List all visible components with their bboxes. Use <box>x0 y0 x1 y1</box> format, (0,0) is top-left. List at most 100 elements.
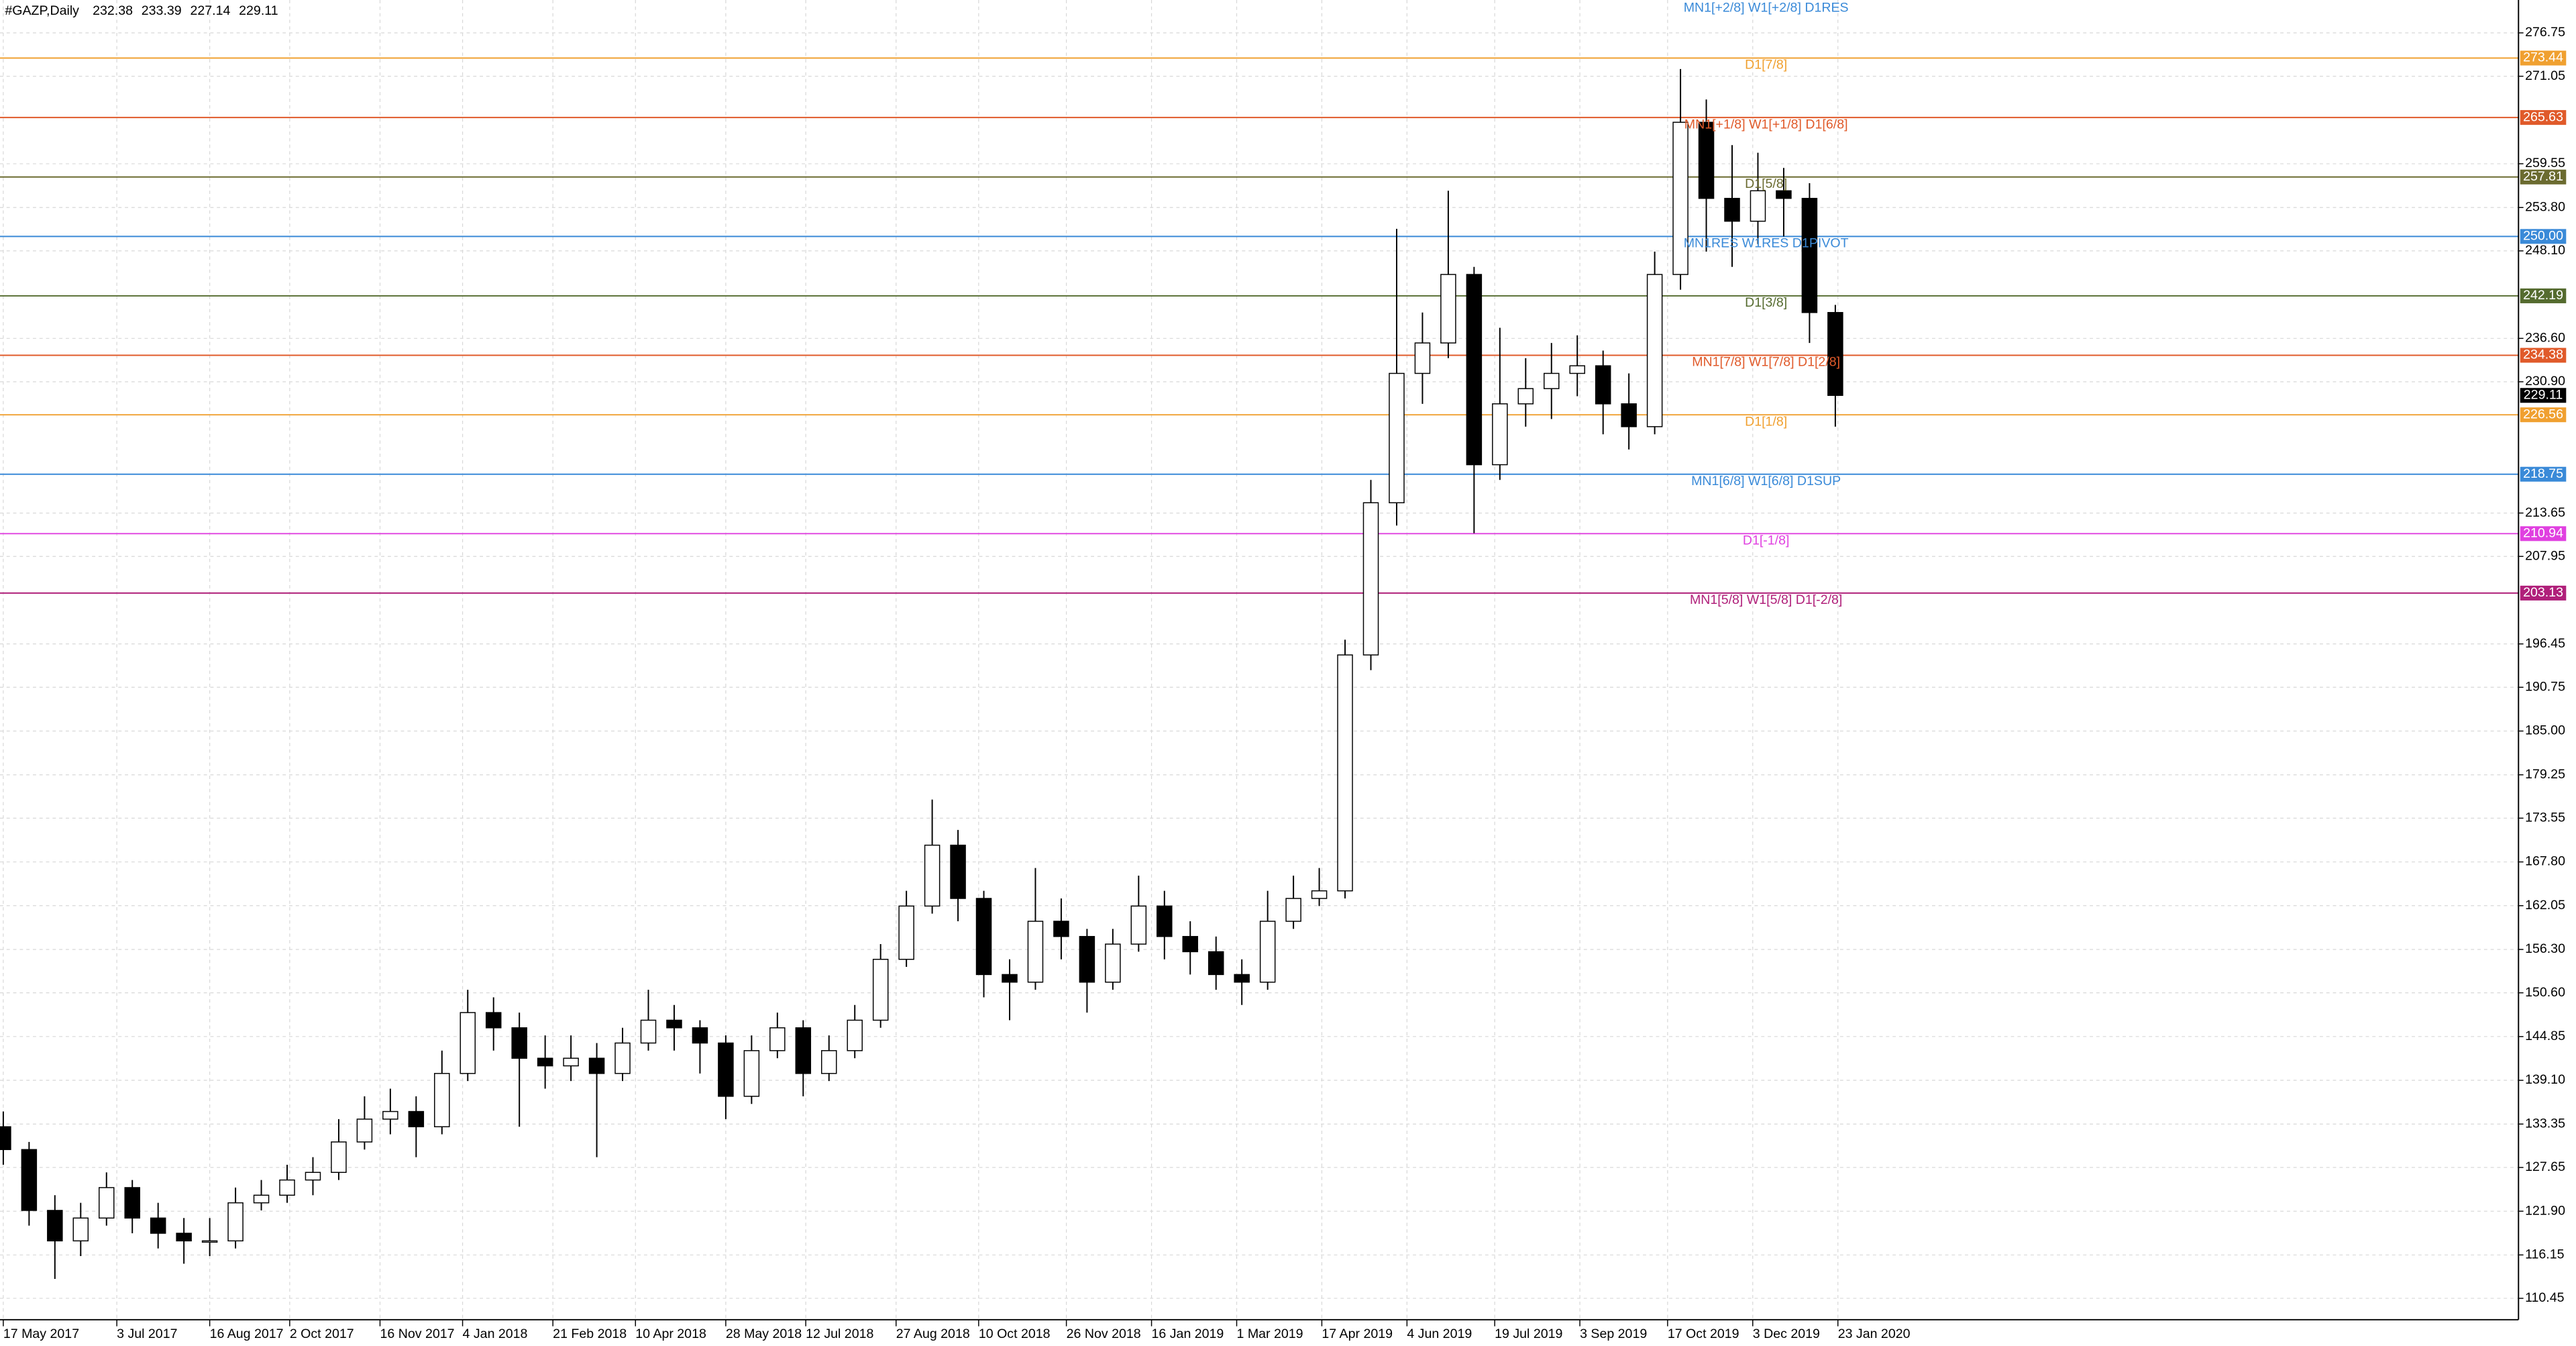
candle-body <box>1672 121 1688 275</box>
x-tick-label: 27 Aug 2018 <box>896 1327 970 1341</box>
level-label: MN1[+1/8] W1[+1/8] D1[6/8] <box>1684 117 1848 132</box>
candle-body <box>975 898 992 976</box>
y-tick-label: 253.80 <box>2525 199 2565 214</box>
candle-body <box>588 1057 605 1074</box>
x-tick-label: 21 Feb 2018 <box>553 1327 627 1341</box>
y-tick-label: 259.55 <box>2525 156 2565 170</box>
level-price-box <box>2520 288 2567 303</box>
candle-body <box>1440 274 1456 344</box>
y-tick-label: 150.60 <box>2525 985 2565 1000</box>
candle-body <box>1234 974 1250 983</box>
candle-body <box>847 1019 863 1051</box>
candle-body <box>1311 890 1328 899</box>
candle-body <box>718 1042 734 1097</box>
x-tick-label: 10 Oct 2018 <box>979 1327 1051 1341</box>
chart-title: #GAZP,Daily 232.38 233.39 227.14 229.11 <box>5 3 278 18</box>
y-tick-label: 127.65 <box>2525 1159 2565 1174</box>
level-price-box <box>2520 466 2567 482</box>
level-label: D1[7/8] <box>1745 58 1787 72</box>
candle-body <box>1595 365 1611 405</box>
level-price-label: 218.75 <box>2523 466 2563 481</box>
candle-body <box>1801 197 1818 313</box>
y-tick-label: 173.55 <box>2525 811 2565 825</box>
labels: 276.75 271.05 259.55 253.80 248.10 236.60 230.… <box>3 0 2567 1341</box>
candle-body <box>1517 388 1534 405</box>
x-tick-label: 16 Nov 2017 <box>380 1327 454 1341</box>
x-tick-label: 3 Sep 2019 <box>1580 1327 1647 1341</box>
x-tick-label: 16 Aug 2017 <box>210 1327 284 1341</box>
candle-body <box>1079 935 1095 983</box>
level-label: MN1[5/8] W1[5/8] D1[-2/8] <box>1690 592 1842 607</box>
candle-body <box>124 1187 140 1219</box>
y-tick-label: 196.45 <box>2525 636 2565 651</box>
y-tick-label: 185.00 <box>2525 723 2565 738</box>
level-price-box <box>2520 526 2567 541</box>
candle-body <box>769 1027 786 1051</box>
candle-body <box>1208 951 1224 976</box>
level-label: MN1[6/8] W1[6/8] D1SUP <box>1691 474 1841 488</box>
candle-body <box>743 1050 760 1097</box>
y-tick-label: 276.75 <box>2525 25 2565 40</box>
level-price-label: 226.56 <box>2523 407 2563 421</box>
level-label: D1[1/8] <box>1745 414 1787 429</box>
y-tick-label: 156.30 <box>2525 941 2565 956</box>
x-tick-label: 3 Dec 2019 <box>1753 1327 1820 1341</box>
candle-body <box>0 1126 11 1150</box>
candle-body <box>47 1210 63 1242</box>
candle-body <box>795 1027 812 1074</box>
level-price-box <box>2520 110 2567 125</box>
candle-body <box>279 1179 295 1196</box>
y-tick-label: 144.85 <box>2525 1029 2565 1043</box>
candle-body <box>1130 905 1147 945</box>
y-tick-label: 190.75 <box>2525 679 2565 694</box>
candle-body <box>1544 372 1560 389</box>
header-high: 233.39 <box>142 3 182 18</box>
candle-body <box>1414 342 1431 374</box>
y-tick-label: 248.10 <box>2525 243 2565 258</box>
candles <box>0 68 1843 1280</box>
y-tick-label: 230.90 <box>2525 374 2565 389</box>
annotation: MN1[+2/8] W1[+2/8] D1RES <box>1684 0 1849 15</box>
x-tick-label: 26 Nov 2018 <box>1067 1327 1141 1341</box>
y-tick-label: 213.65 <box>2525 505 2565 520</box>
candle-body <box>253 1194 270 1204</box>
level-price-box <box>2520 348 2567 363</box>
y-tick-label: 162.05 <box>2525 898 2565 913</box>
candle-body <box>1157 905 1173 937</box>
x-tick-label: 28 May 2018 <box>726 1327 802 1341</box>
x-tick-label: 4 Jan 2018 <box>463 1327 528 1341</box>
header-open: 232.38 <box>93 3 133 18</box>
candle-body <box>1569 365 1585 374</box>
candle-body <box>408 1110 425 1127</box>
candle-body <box>485 1012 502 1029</box>
candle-body <box>614 1042 631 1074</box>
candle-body <box>511 1027 527 1059</box>
candle-body <box>872 958 889 1021</box>
level-price-box <box>2520 169 2567 185</box>
candle-body <box>434 1073 450 1127</box>
level-price-box <box>2520 585 2567 601</box>
candle-body <box>1646 274 1663 427</box>
candle-body <box>1337 654 1353 892</box>
current-price-box <box>2520 388 2567 403</box>
candle-body <box>356 1119 373 1143</box>
level-label: D1[3/8] <box>1745 295 1787 310</box>
level-price-label: 210.94 <box>2523 525 2563 540</box>
candle-body <box>537 1057 553 1067</box>
current-price-label: 229.11 <box>2524 387 2563 402</box>
levels <box>0 57 2519 594</box>
candle-body <box>21 1149 38 1211</box>
candle-body <box>1776 190 1792 199</box>
x-tick-label: 1 Mar 2019 <box>1236 1327 1303 1341</box>
y-tick-label: 271.05 <box>2525 68 2565 83</box>
candle-body <box>692 1027 708 1044</box>
candle-body <box>1182 935 1199 953</box>
y-tick-label: 133.35 <box>2525 1116 2565 1131</box>
candle-body <box>1285 898 1301 922</box>
candle-body <box>898 905 914 960</box>
level-price-label: 234.38 <box>2523 348 2563 362</box>
level-label: D1[-1/8] <box>1743 533 1790 548</box>
x-tick-label: 17 May 2017 <box>3 1327 79 1341</box>
candle-body <box>150 1217 166 1234</box>
